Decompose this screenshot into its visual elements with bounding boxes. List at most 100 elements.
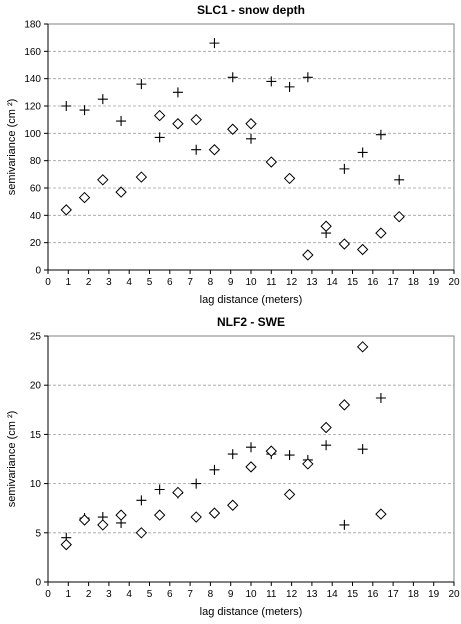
x-tick-label: 7 <box>187 589 193 600</box>
y-tick-label: 140 <box>24 74 41 85</box>
x-tick-label: 16 <box>367 589 379 600</box>
data-point-diamond <box>265 156 278 168</box>
data-point-plus <box>154 484 165 495</box>
x-tick-label: 9 <box>228 589 234 600</box>
y-tick-label: 20 <box>30 238 42 249</box>
data-point-diamond <box>135 171 148 183</box>
data-point-diamond <box>97 174 109 186</box>
x-tick-label: 2 <box>86 589 92 600</box>
data-point-plus <box>191 144 202 155</box>
x-tick-label: 18 <box>408 589 420 600</box>
x-tick-label: 14 <box>327 589 339 600</box>
y-tick-label: 20 <box>30 381 42 392</box>
data-point-plus <box>357 147 368 158</box>
x-tick-label: 8 <box>208 277 214 288</box>
data-point-plus <box>227 449 238 460</box>
y-tick-label: 180 <box>24 20 41 31</box>
data-point-plus <box>375 129 386 140</box>
x-tick-label: 0 <box>45 277 51 288</box>
x-tick-label: 19 <box>428 589 440 600</box>
data-point-diamond <box>78 191 91 204</box>
x-tick-label: 2 <box>86 277 92 288</box>
data-point-diamond <box>60 538 72 551</box>
data-point-diamond <box>115 509 127 521</box>
x-tick-label: 20 <box>448 277 460 288</box>
y-tick-label: 15 <box>30 430 42 441</box>
data-point-diamond <box>245 118 257 130</box>
plot-area <box>47 23 455 271</box>
y-tick-label: 60 <box>30 184 42 195</box>
data-point-diamond <box>190 113 202 126</box>
y-tick-label: 0 <box>35 578 41 589</box>
data-point-diamond <box>153 109 166 122</box>
data-point-plus <box>321 440 332 451</box>
x-tick-label: 16 <box>367 277 379 288</box>
data-point-diamond <box>172 118 184 130</box>
x-tick-label: 17 <box>388 277 400 288</box>
y-tick-label: 40 <box>30 211 42 222</box>
chart-title: NLF2 - SWE <box>217 315 285 329</box>
x-tick-label: 12 <box>286 589 298 600</box>
y-tick-label: 80 <box>30 156 42 167</box>
data-point-diamond <box>302 249 314 261</box>
data-point-diamond <box>320 220 332 232</box>
data-point-plus <box>136 79 147 90</box>
plot-area <box>47 335 455 583</box>
data-point-plus <box>339 519 350 530</box>
x-tick-label: 3 <box>106 277 112 288</box>
data-point-diamond <box>60 204 72 216</box>
x-tick-label: 10 <box>245 277 257 288</box>
data-point-diamond <box>265 445 278 457</box>
x-tick-label: 15 <box>347 277 359 288</box>
data-point-plus <box>191 478 202 489</box>
data-point-plus <box>394 174 405 185</box>
x-tick-label: 14 <box>327 277 339 288</box>
x-tick-label: 1 <box>66 589 72 600</box>
x-tick-label: 11 <box>266 277 277 288</box>
x-tick-label: 5 <box>147 277 153 288</box>
y-tick-label: 5 <box>35 528 41 539</box>
data-point-diamond <box>338 399 351 411</box>
x-tick-label: 0 <box>45 589 51 600</box>
y-tick-label: 160 <box>24 47 41 58</box>
x-tick-label: 1 <box>66 277 72 288</box>
data-point-diamond <box>97 519 109 531</box>
data-point-diamond <box>227 499 239 511</box>
data-point-diamond <box>375 508 387 520</box>
data-point-diamond <box>135 527 148 539</box>
x-tick-label: 9 <box>228 277 234 288</box>
data-point-diamond <box>283 488 296 501</box>
data-point-diamond <box>302 458 314 470</box>
x-tick-label: 10 <box>245 589 257 600</box>
x-tick-label: 7 <box>187 277 193 288</box>
data-point-diamond <box>393 210 405 223</box>
x-tick-label: 12 <box>286 277 298 288</box>
data-point-diamond <box>283 172 296 185</box>
y-axis-title: semivariance (cm ²) <box>6 99 18 196</box>
data-point-plus <box>339 163 350 174</box>
data-point-plus <box>227 72 238 83</box>
x-axis-title: lag distance (meters) <box>200 606 303 618</box>
data-point-plus <box>284 81 295 92</box>
data-point-plus <box>284 450 295 461</box>
data-point-diamond <box>208 144 221 156</box>
data-point-diamond <box>172 486 184 499</box>
y-axis-title: semivariance (cm ²) <box>6 411 18 508</box>
x-tick-label: 19 <box>428 277 440 288</box>
data-point-plus <box>97 94 108 105</box>
snow-depth-chart: 0 20 40 60 80 100 120 140 160 180 0 1 2 3 4 5 6 7 8 9 10 11 12… <box>6 3 460 306</box>
x-tick-label: 4 <box>126 277 132 288</box>
y-tick-label: 100 <box>24 129 41 140</box>
chart-title: SLC1 - snow depth <box>197 3 305 17</box>
data-point-diamond <box>190 511 202 523</box>
x-tick-label: 4 <box>126 589 132 600</box>
data-point-plus <box>209 38 220 49</box>
x-tick-label: 5 <box>147 589 153 600</box>
data-point-plus <box>246 133 256 144</box>
data-point-plus <box>154 132 165 143</box>
data-point-diamond <box>356 341 369 353</box>
y-tick-label: 0 <box>35 266 41 277</box>
data-point-plus <box>172 87 183 98</box>
